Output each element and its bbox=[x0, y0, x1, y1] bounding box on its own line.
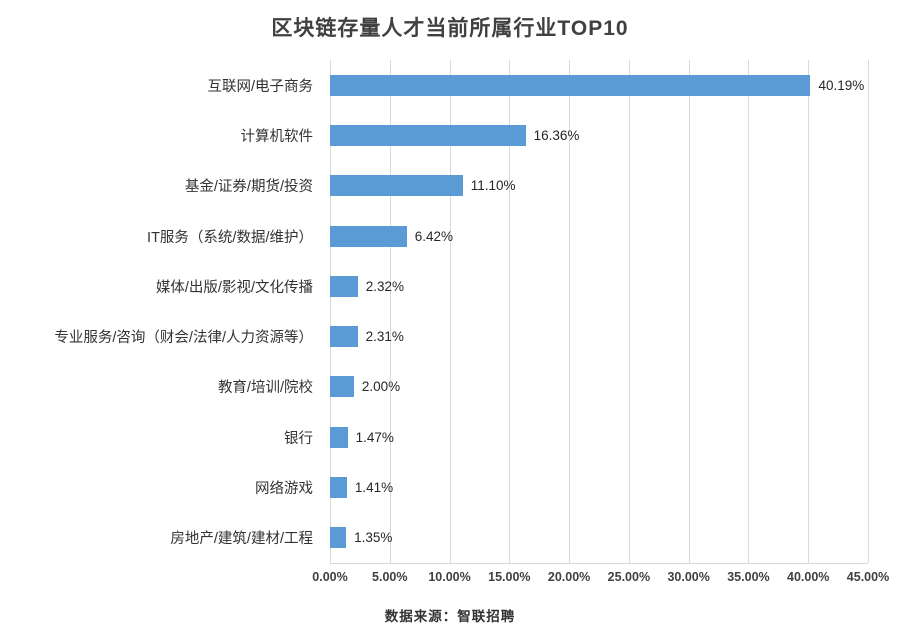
bar-value-label: 1.35% bbox=[354, 530, 393, 546]
bar bbox=[330, 477, 347, 499]
x-axis-tick: 15.00% bbox=[488, 570, 531, 584]
bar-value-label: 1.47% bbox=[355, 429, 394, 445]
bar-value-label: 40.19% bbox=[818, 77, 865, 93]
gridline bbox=[688, 60, 690, 563]
bar-value-label: 2.00% bbox=[361, 379, 401, 395]
gridline bbox=[330, 60, 331, 563]
bar-value-label: 2.31% bbox=[365, 329, 404, 345]
x-axis-tick: 0.00% bbox=[312, 570, 348, 584]
chart-title: 区块链存量人才当前所属行业TOP10 bbox=[271, 17, 629, 40]
bar bbox=[330, 225, 407, 247]
category-label: IT服务（系统/数据/维护） bbox=[147, 229, 313, 246]
bar-value-label: 1.41% bbox=[354, 480, 394, 496]
gridline bbox=[509, 60, 511, 563]
gridline bbox=[868, 60, 869, 563]
gridline bbox=[389, 60, 391, 563]
gridline bbox=[628, 60, 630, 563]
bar-series: 40.19% 16.36% 11.10% 6.42% 2.32% 2.31% 2.00% 1.… bbox=[330, 60, 868, 563]
bar-value-label: 6.42% bbox=[414, 228, 454, 244]
bar-value-label: 16.36% bbox=[533, 127, 580, 143]
x-axis-tick: 40.00% bbox=[787, 570, 830, 584]
x-axis-tick: 25.00% bbox=[607, 570, 651, 584]
x-axis-tick: 35.00% bbox=[727, 570, 770, 584]
x-axis-tick: 20.00% bbox=[547, 570, 591, 584]
bar-row: 40.19% bbox=[330, 60, 868, 110]
gridline bbox=[569, 60, 571, 563]
bar bbox=[330, 175, 463, 197]
bar-row: 2.32% bbox=[330, 261, 868, 311]
bar-row: 2.00% bbox=[330, 362, 868, 412]
bar bbox=[330, 74, 811, 96]
category-label: 媒体/出版/影视/文化传播 bbox=[155, 279, 313, 296]
category-label: 计算机软件 bbox=[240, 128, 314, 145]
x-axis-tick: 5.00% bbox=[372, 570, 408, 584]
gridline bbox=[449, 60, 451, 563]
category-label: 教育/培训/院校 bbox=[217, 380, 313, 397]
bar bbox=[330, 527, 347, 549]
gridline bbox=[748, 60, 750, 563]
category-axis: 互联网/电子商务计算机软件基金/证券/期货/投资 IT服务（系统/数据/维护） 媒体… bbox=[0, 60, 322, 563]
bar-row: 1.41% bbox=[330, 462, 868, 512]
bar-row: 2.31% bbox=[330, 311, 868, 361]
bar bbox=[330, 426, 348, 448]
bar bbox=[330, 124, 526, 146]
category-label: 房地产/建筑/建材/工程 bbox=[170, 531, 313, 548]
x-axis-tick: 30.00% bbox=[667, 570, 710, 584]
bar-value-label: 2.32% bbox=[365, 278, 405, 294]
x-axis: 0.00% 5.00% 10.00% 15.00% 20.00% 25.00% 30.00%… bbox=[312, 570, 889, 590]
bar-row: 11.10% bbox=[330, 161, 868, 211]
bar-row: 1.47% bbox=[330, 412, 868, 462]
bar bbox=[330, 376, 354, 398]
category-label: 专业服务/咨询（财会/法律/人力资源等） bbox=[54, 330, 313, 347]
bar-row: 1.35% bbox=[330, 513, 868, 563]
category-label: 银行 bbox=[284, 430, 313, 447]
bar bbox=[330, 326, 358, 348]
category-label: 互联网/电子商务 bbox=[207, 78, 313, 95]
category-label: 基金/证券/期货/投资 bbox=[184, 179, 313, 196]
bar bbox=[330, 275, 358, 297]
x-axis-tick: 10.00% bbox=[428, 570, 471, 584]
x-axis-tick: 45.00% bbox=[846, 570, 890, 584]
gridline bbox=[808, 60, 810, 563]
data-source-note: 数据来源：智联招聘 bbox=[384, 609, 516, 624]
category-label: 网络游戏 bbox=[255, 481, 313, 498]
bar-row: 6.42% bbox=[330, 211, 868, 261]
bar-value-label: 11.10% bbox=[470, 178, 516, 194]
plot-area: 40.19% 16.36% 11.10% 6.42% 2.32% 2.31% 2.00% 1.… bbox=[330, 60, 869, 564]
bar-row: 16.36% bbox=[330, 110, 868, 160]
